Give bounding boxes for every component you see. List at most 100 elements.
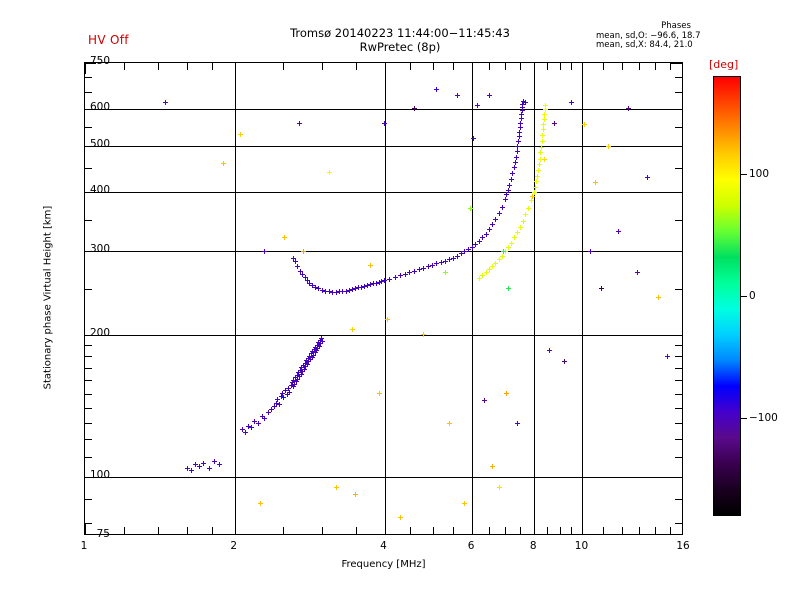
data-point [365, 282, 371, 288]
data-point [311, 346, 317, 352]
data-point [483, 231, 489, 237]
data-point [312, 350, 318, 356]
data-point [304, 361, 310, 367]
data-point [510, 171, 516, 177]
axis-tick [211, 527, 213, 534]
axis-tick [322, 63, 324, 70]
data-point [237, 131, 243, 137]
data-point [300, 369, 306, 375]
axis-tick [489, 63, 491, 70]
x-tick-label: 4 [380, 540, 387, 552]
data-point [530, 193, 536, 199]
data-point [266, 409, 272, 415]
axis-tick [675, 380, 682, 382]
axis-tick [520, 63, 522, 70]
data-point [592, 179, 598, 185]
gridline-horizontal [85, 334, 682, 336]
data-point [655, 294, 661, 300]
data-point [333, 484, 339, 490]
axis-tick [582, 63, 584, 74]
colorbar-tick-label: 100 [749, 167, 770, 180]
data-point [288, 383, 294, 389]
axis-tick [670, 63, 672, 70]
data-point [533, 184, 539, 190]
axis-tick [384, 523, 386, 534]
data-point [297, 120, 303, 126]
data-point [285, 385, 291, 391]
data-point [446, 257, 452, 263]
data-point [537, 156, 543, 162]
data-point [588, 248, 594, 254]
axis-tick [571, 63, 573, 70]
data-point [392, 274, 398, 280]
data-point [644, 174, 650, 180]
data-point [333, 290, 339, 296]
axis-tick [85, 63, 86, 74]
axis-tick [85, 251, 96, 253]
data-point [311, 352, 317, 358]
x-tick-label: 1 [80, 540, 88, 552]
data-point [434, 86, 440, 92]
axis-tick [534, 523, 536, 534]
data-point [368, 262, 374, 268]
x-tick-label: 6 [467, 540, 475, 552]
y-tick-label: 500 [89, 138, 110, 151]
data-point [493, 260, 499, 266]
data-point [523, 212, 529, 218]
y-tick-label: 600 [89, 100, 110, 113]
data-point [501, 248, 507, 254]
axis-tick [671, 63, 682, 64]
data-point [276, 402, 282, 408]
y-tick-label: 300 [89, 243, 110, 256]
phase-statistics: Phases mean, sd,O: −96.6, 18.7 mean, sd,… [596, 21, 756, 51]
axis-tick [603, 63, 605, 70]
data-point [356, 285, 362, 291]
colorbar-tick [741, 418, 747, 420]
data-point [469, 244, 475, 250]
axis-tick [85, 92, 92, 94]
axis-tick [85, 167, 92, 169]
data-point [598, 286, 604, 292]
data-point [193, 462, 199, 468]
axis-tick [505, 527, 507, 534]
data-point [442, 270, 448, 276]
axis-tick [85, 407, 92, 409]
y-tick-label: 75 [96, 528, 110, 540]
axis-tick [547, 63, 549, 70]
colorbar-title: [deg] [709, 58, 739, 71]
axis-tick [85, 63, 96, 64]
axis-tick [85, 457, 92, 459]
data-point [298, 371, 304, 377]
gridline-vertical [384, 63, 386, 534]
data-point [481, 398, 487, 404]
data-point [526, 205, 532, 211]
data-point [197, 464, 203, 470]
axis-tick [675, 393, 682, 395]
data-point [523, 99, 529, 105]
data-point [189, 468, 195, 474]
axis-tick [85, 192, 96, 194]
hv-off-annotation: HV Off [88, 33, 129, 47]
data-point [502, 249, 508, 255]
axis-tick [453, 527, 455, 534]
data-point [517, 224, 523, 230]
data-point [308, 357, 313, 363]
data-point [480, 273, 486, 279]
axis-tick [409, 527, 411, 534]
gridline-vertical [534, 63, 536, 534]
data-point [529, 198, 535, 204]
gridline-vertical [234, 63, 236, 534]
data-point [421, 265, 427, 271]
data-point [289, 380, 295, 386]
axis-tick [282, 527, 284, 534]
data-point [486, 267, 492, 273]
data-point [319, 336, 325, 342]
data-point [292, 381, 298, 387]
data-point [211, 458, 217, 464]
axis-tick [675, 288, 682, 290]
data-point [343, 288, 349, 294]
data-point [514, 149, 520, 155]
data-point [438, 259, 444, 265]
axis-tick [675, 439, 682, 441]
